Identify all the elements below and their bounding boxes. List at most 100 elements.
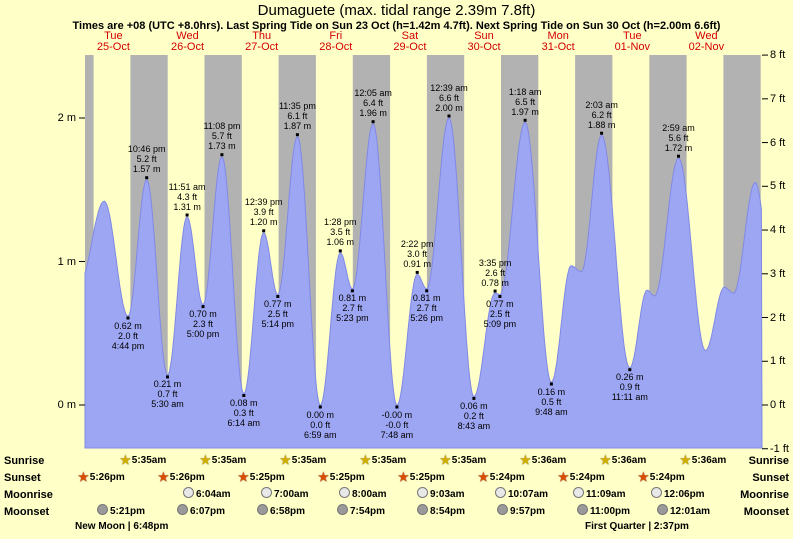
tide-extreme-dot: [185, 213, 189, 217]
day-label: Wed 26-Oct: [171, 31, 204, 53]
almanac-moonrise-item: 12:06pm: [651, 487, 705, 500]
annotation-line: 0.26 m: [616, 372, 644, 383]
day-label: Wed 02-Nov: [689, 31, 724, 53]
annotation-line: 2.7 ft: [416, 303, 437, 314]
day-date: 27-Oct: [245, 41, 279, 53]
moonset-time: 12:01am: [670, 506, 711, 517]
sunset-star-icon: ★: [158, 470, 169, 484]
right-axis-label: 0 ft: [770, 399, 786, 411]
annotation-line: 0.0 ft: [310, 419, 331, 430]
annotation-line: 0.9 ft: [619, 382, 640, 393]
annotation-line: 0.08 m: [230, 398, 258, 408]
annotation-line: 2.5 ft: [489, 309, 510, 319]
day-weekday: Wed: [176, 30, 199, 42]
tide-extreme-dot: [295, 133, 299, 137]
tide-annotation: 0.16 m 0.5 ft 9:48 am: [535, 387, 568, 417]
tide-extreme-dot: [145, 176, 149, 180]
almanac-label-sunrise-left: Sunrise: [4, 455, 45, 467]
annotation-line: 3.9 ft: [253, 207, 274, 218]
day-date: 29-Oct: [393, 41, 427, 53]
day-label: Sat 29-Oct: [393, 31, 426, 53]
day-label: Fri 28-Oct: [319, 31, 352, 53]
annotation-line: 5:14 pm: [261, 319, 295, 329]
day-date: 01-Nov: [614, 41, 651, 53]
almanac-label-moonset-right: Moonset: [743, 506, 789, 518]
tide-extreme-dot: [425, 289, 429, 293]
almanac-sunset-item: ★5:25pm: [318, 470, 365, 484]
annotation-line: 3.0 ft: [407, 248, 428, 259]
almanac-sunset-item: ★5:24pm: [558, 470, 605, 484]
tide-extreme-dot: [262, 229, 266, 233]
day-date: 28-Oct: [319, 41, 353, 53]
tide-annotation: 0.00 m 0.0 ft 6:59 am: [304, 410, 337, 440]
annotation-line: 0.7 ft: [157, 389, 178, 400]
tide-annotation: 0.81 m 2.7 ft 5:26 pm: [410, 293, 443, 323]
almanac-moonset-item: 6:07pm: [177, 504, 225, 517]
tide-annotation: 11:51 am 4.3 ft 1.31 m: [169, 182, 206, 212]
annotation-line: 0.91 m: [403, 258, 431, 269]
moonset-time: 6:58pm: [270, 506, 306, 517]
annotation-line: 1.73 m: [208, 141, 236, 152]
tide-annotation: 3:35 pm 2.6 ft 0.78 m: [479, 258, 512, 288]
annotation-line: 12:39 pm: [244, 197, 283, 208]
almanac-moonset-item: 6:58pm: [257, 504, 305, 517]
day-label: Thu 27-Oct: [245, 31, 278, 53]
annotation-line: 0.06 m: [460, 400, 488, 411]
right-axis-label: -1 ft: [770, 442, 789, 455]
tide-annotation: 2:22 pm 3.0 ft 0.91 m: [401, 239, 434, 269]
moonset-time: 5:21pm: [110, 506, 146, 517]
annotation-line: 12:39 am: [430, 82, 468, 93]
moonrise-time: 10:07am: [508, 489, 549, 500]
annotation-line: 0.16 m: [537, 386, 566, 397]
tide-annotation: -0.00 m -0.0 ft 7:48 am: [381, 410, 414, 440]
annotation-line: 0.77 m: [486, 299, 514, 309]
tide-annotation: 12:39 pm 3.9 ft 1.20 m: [245, 197, 283, 227]
night-band: [85, 55, 94, 448]
tide-annotation: 0.06 m 0.2 ft 8:43 am: [458, 401, 491, 431]
annotation-line: 6:14 am: [227, 418, 261, 428]
annotation-line: 0.62 m: [114, 320, 142, 331]
sunrise-star-icon: ★: [680, 453, 691, 467]
tide-annotation: 0.70 m 2.3 ft 5:00 pm: [187, 309, 220, 339]
tide-extreme-dot: [395, 405, 399, 409]
sunset-time: 5:25pm: [409, 472, 445, 483]
left-axis-label: 0 m: [57, 399, 76, 411]
annotation-line: 0.2 ft: [463, 410, 484, 421]
day-label: Sun 30-Oct: [467, 31, 500, 53]
tide-curve: [84, 117, 763, 449]
annotation-line: 8:43 am: [457, 420, 491, 431]
almanac-moonrise-item: 9:03am: [417, 487, 464, 500]
annotation-line: 0.00 m: [306, 409, 335, 420]
tide-extreme-dot: [415, 270, 419, 274]
tide-extreme-dot: [242, 394, 246, 397]
sunset-star-icon: ★: [558, 470, 569, 484]
sunrise-time: 5:35am: [291, 455, 327, 466]
almanac-sunrise-item: ★5:35am: [280, 453, 326, 467]
annotation-line: 1.31 m: [173, 201, 201, 212]
almanac-label-sunrise-right: Sunrise: [748, 455, 789, 467]
tide-annotation: 1:28 pm 3.5 ft 1.06 m: [324, 217, 357, 247]
sunrise-star-icon: ★: [120, 453, 131, 467]
moonrise-icon: [183, 487, 194, 498]
annotation-line: 2.3 ft: [192, 319, 213, 330]
tide-annotation: 1:18 am 6.5 ft 1.97 m: [509, 87, 542, 117]
moon-phase-first-quarter: First Quarter | 2:37pm: [585, 521, 689, 532]
annotation-line: 6.5 ft: [515, 96, 536, 107]
sunset-star-icon: ★: [638, 470, 649, 484]
day-weekday: Thu: [252, 30, 272, 42]
annotation-line: 1.57 m: [132, 164, 161, 175]
tide-extreme-dot: [447, 114, 451, 118]
sunrise-star-icon: ★: [520, 453, 531, 467]
annotation-line: 4:44 pm: [111, 340, 145, 351]
tide-annotation: 11:08 pm 5.7 ft 1.73 m: [203, 121, 240, 151]
annotation-line: 3:35 pm: [478, 257, 512, 268]
annotation-line: 2.6 ft: [485, 267, 506, 278]
tide-annotation: 11:35 pm 6.1 ft 1.87 m: [279, 101, 316, 131]
tide-extreme-dot: [493, 289, 497, 293]
annotation-line: 2.7 ft: [342, 303, 363, 314]
sunset-star-icon: ★: [398, 470, 409, 484]
annotation-line: 2.5 ft: [267, 309, 288, 319]
annotation-line: 6.6 ft: [438, 92, 459, 103]
